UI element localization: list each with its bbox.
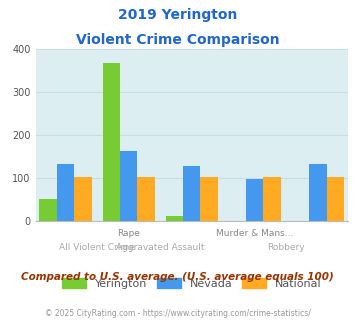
Bar: [166, 215, 183, 221]
Text: Aggravated Assault: Aggravated Assault: [116, 243, 204, 251]
Text: All Violent Crime: All Violent Crime: [59, 243, 135, 251]
Bar: [327, 177, 344, 221]
Bar: [137, 177, 155, 221]
Bar: [200, 177, 218, 221]
Bar: [309, 164, 327, 221]
Text: Rape: Rape: [117, 229, 140, 238]
Text: Violent Crime Comparison: Violent Crime Comparison: [76, 33, 279, 47]
Text: © 2025 CityRating.com - https://www.cityrating.com/crime-statistics/: © 2025 CityRating.com - https://www.city…: [45, 309, 310, 317]
Bar: [246, 180, 263, 221]
Bar: [263, 177, 281, 221]
Text: Murder & Mans...: Murder & Mans...: [216, 229, 294, 238]
Bar: [74, 177, 92, 221]
Bar: [57, 164, 74, 221]
Bar: [183, 166, 200, 221]
Bar: [103, 63, 120, 221]
Bar: [120, 151, 137, 221]
Text: Compared to U.S. average. (U.S. average equals 100): Compared to U.S. average. (U.S. average …: [21, 272, 334, 282]
Text: 2019 Yerington: 2019 Yerington: [118, 8, 237, 22]
Legend: Yerington, Nevada, National: Yerington, Nevada, National: [62, 278, 322, 289]
Text: Robbery: Robbery: [268, 243, 305, 251]
Bar: [39, 199, 57, 221]
